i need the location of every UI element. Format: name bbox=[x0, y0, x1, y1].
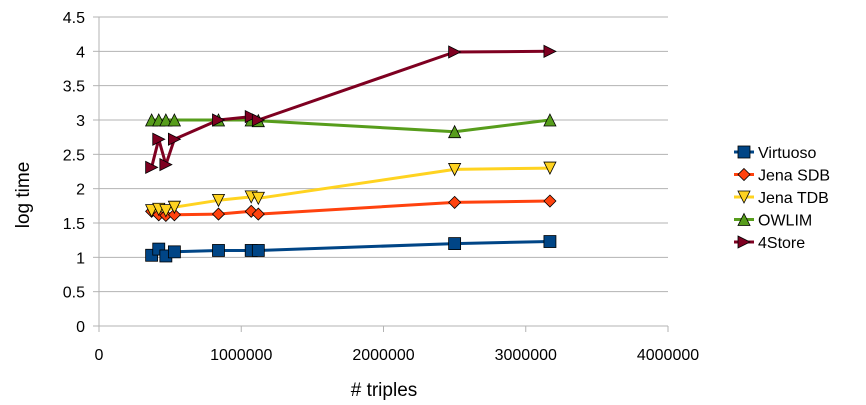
data-point-jena-tdb bbox=[211, 193, 226, 208]
legend-label: OWLIM bbox=[758, 213, 812, 230]
x-tick-label: 1000000 bbox=[210, 347, 272, 364]
legend-item-jena-sdb: Jena SDB bbox=[734, 168, 830, 185]
legend-marker bbox=[737, 235, 751, 249]
data-point-4store bbox=[212, 113, 226, 127]
legend-label: Virtuoso bbox=[758, 145, 817, 162]
series-layer bbox=[144, 44, 557, 263]
data-point-jena-sdb bbox=[167, 208, 181, 222]
data-point-4store bbox=[152, 132, 166, 146]
series-line-jena-tdb bbox=[151, 166, 550, 213]
series-4store bbox=[145, 44, 557, 175]
legend: Virtuoso Jena SDB Jena TDB OWLIM 4Store bbox=[734, 145, 830, 252]
legend-label: Jena SDB bbox=[758, 168, 830, 185]
y-tick-label: 2 bbox=[76, 182, 85, 199]
series-jena-sdb bbox=[145, 194, 557, 223]
gridlines bbox=[99, 16, 668, 327]
y-tick-label: 3 bbox=[76, 113, 85, 130]
legend-item-4store: 4Store bbox=[734, 235, 805, 252]
data-point-virtuoso bbox=[251, 244, 265, 257]
legend-label: Jena TDB bbox=[758, 190, 829, 207]
data-point-4store bbox=[167, 132, 182, 146]
axes bbox=[93, 16, 669, 332]
data-point-jena-tdb bbox=[167, 200, 182, 215]
y-tick-label: 1 bbox=[76, 250, 85, 267]
y-axis-title: log time bbox=[13, 162, 34, 229]
y-tick-label: 4 bbox=[76, 44, 85, 61]
data-point-virtuoso bbox=[448, 237, 462, 251]
legend-item-jena-tdb: Jena TDB bbox=[734, 190, 829, 207]
data-point-jena-tdb bbox=[159, 204, 173, 218]
series-virtuoso bbox=[145, 235, 557, 263]
data-point-jena-sdb bbox=[251, 207, 265, 221]
series-line-4store bbox=[150, 49, 550, 168]
legend-item-virtuoso: Virtuoso bbox=[734, 145, 817, 162]
data-point-owlim bbox=[159, 113, 173, 127]
y-tick-label: 3.5 bbox=[63, 79, 85, 96]
data-point-owlim bbox=[543, 113, 557, 127]
data-point-jena-tdb bbox=[447, 163, 462, 177]
legend-label: 4Store bbox=[758, 235, 805, 252]
y-tick-label: 1.5 bbox=[63, 216, 85, 233]
y-tick-label: 0 bbox=[76, 319, 85, 336]
y-tick-label: 4.5 bbox=[63, 10, 85, 27]
x-tick-label: 0 bbox=[95, 347, 104, 364]
legend-item-owlim: OWLIM bbox=[734, 213, 812, 230]
legend-marker bbox=[737, 145, 751, 159]
legend-marker bbox=[737, 212, 751, 226]
data-point-jena-tdb bbox=[543, 161, 557, 175]
data-point-owlim bbox=[167, 113, 182, 127]
data-point-virtuoso bbox=[167, 245, 181, 259]
tick-labels: 0 0.5 1 1.5 2 2.5 3 3.5 4 4.5 0 1000000 2000000 30000… bbox=[63, 10, 699, 364]
series-line-virtuoso bbox=[150, 240, 550, 258]
legend-marker bbox=[737, 167, 751, 182]
series-line-jena-sdb bbox=[150, 199, 550, 217]
y-tick-label: 0.5 bbox=[63, 285, 85, 302]
x-axis-title: # triples bbox=[351, 380, 418, 401]
data-point-jena-sdb bbox=[543, 194, 557, 208]
x-tick-label: 4000000 bbox=[637, 347, 699, 364]
x-tick-label: 2000000 bbox=[352, 347, 414, 364]
data-point-jena-tdb bbox=[251, 191, 265, 206]
data-point-4store bbox=[251, 113, 266, 127]
data-point-4store bbox=[543, 44, 557, 58]
data-point-virtuoso bbox=[212, 244, 225, 257]
data-point-jena-sdb bbox=[211, 207, 226, 221]
series-jena-tdb bbox=[144, 161, 557, 218]
data-point-virtuoso bbox=[543, 235, 557, 248]
data-point-4store bbox=[145, 160, 159, 175]
x-tick-label: 3000000 bbox=[495, 347, 557, 364]
legend-marker bbox=[737, 190, 751, 204]
data-point-jena-sdb bbox=[448, 195, 462, 209]
y-tick-label: 2.5 bbox=[63, 147, 85, 164]
data-point-owlim bbox=[447, 124, 462, 139]
data-point-4store bbox=[448, 45, 462, 59]
data-point-4store bbox=[244, 109, 259, 124]
data-point-4store bbox=[159, 157, 173, 172]
